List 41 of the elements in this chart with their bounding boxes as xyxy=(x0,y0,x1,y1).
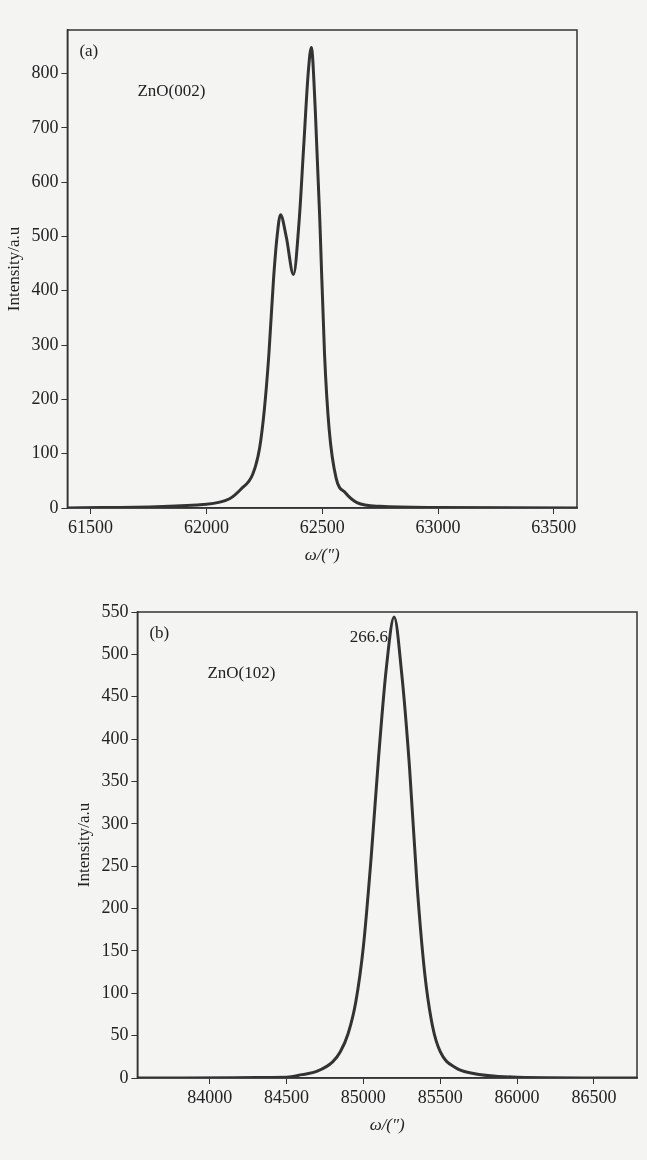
annotation: 266.6 xyxy=(349,626,389,646)
y-tick-label: 150 xyxy=(101,939,129,960)
y-axis-title: Intensity/a.u xyxy=(73,802,93,888)
annotation: (a) xyxy=(79,41,99,61)
x-tick-label: 84000 xyxy=(187,1086,233,1107)
x-tick-label: 62500 xyxy=(299,516,345,537)
y-tick-label: 400 xyxy=(101,727,129,748)
y-tick-label: 300 xyxy=(101,812,129,833)
x-tick-label: 85000 xyxy=(340,1086,386,1107)
y-tick-label: 50 xyxy=(110,1024,129,1045)
y-tick-label: 300 xyxy=(31,333,59,354)
y-axis-title: Intensity/a.u xyxy=(3,226,23,312)
y-tick-label: 200 xyxy=(101,897,129,918)
y-tick-label: 450 xyxy=(101,685,129,706)
annotation: (b) xyxy=(149,623,170,643)
x-tick-label: 63000 xyxy=(415,516,461,537)
x-tick-label: 86500 xyxy=(571,1086,617,1107)
y-tick-label: 250 xyxy=(101,854,129,875)
x-tick-label: 62000 xyxy=(183,516,229,537)
y-tick-label: 200 xyxy=(31,388,59,409)
x-tick-label: 84500 xyxy=(264,1086,310,1107)
annotation: ZnO(002) xyxy=(137,81,206,101)
y-tick-label: 500 xyxy=(31,225,59,246)
annotation: ZnO(102) xyxy=(207,663,276,683)
y-tick-label: 700 xyxy=(31,116,59,137)
y-tick-label: 350 xyxy=(101,770,129,791)
y-tick-label: 800 xyxy=(31,62,59,83)
y-tick-label: 400 xyxy=(31,279,59,300)
y-tick-label: 550 xyxy=(101,600,129,621)
y-tick-label: 500 xyxy=(101,643,129,664)
x-tick-label: 85500 xyxy=(417,1086,463,1107)
x-tick-label: 86000 xyxy=(494,1086,540,1107)
y-tick-label: 100 xyxy=(31,442,59,463)
x-axis-title: ω/(″) xyxy=(369,1115,406,1135)
x-tick-label: 63500 xyxy=(531,516,577,537)
y-tick-label: 100 xyxy=(101,982,129,1003)
x-axis-title: ω/(″) xyxy=(304,545,341,565)
y-tick-label: 600 xyxy=(31,170,59,191)
x-tick-label: 61500 xyxy=(68,516,114,537)
y-tick-label: 0 xyxy=(49,496,59,517)
y-tick-label: 0 xyxy=(119,1066,129,1087)
